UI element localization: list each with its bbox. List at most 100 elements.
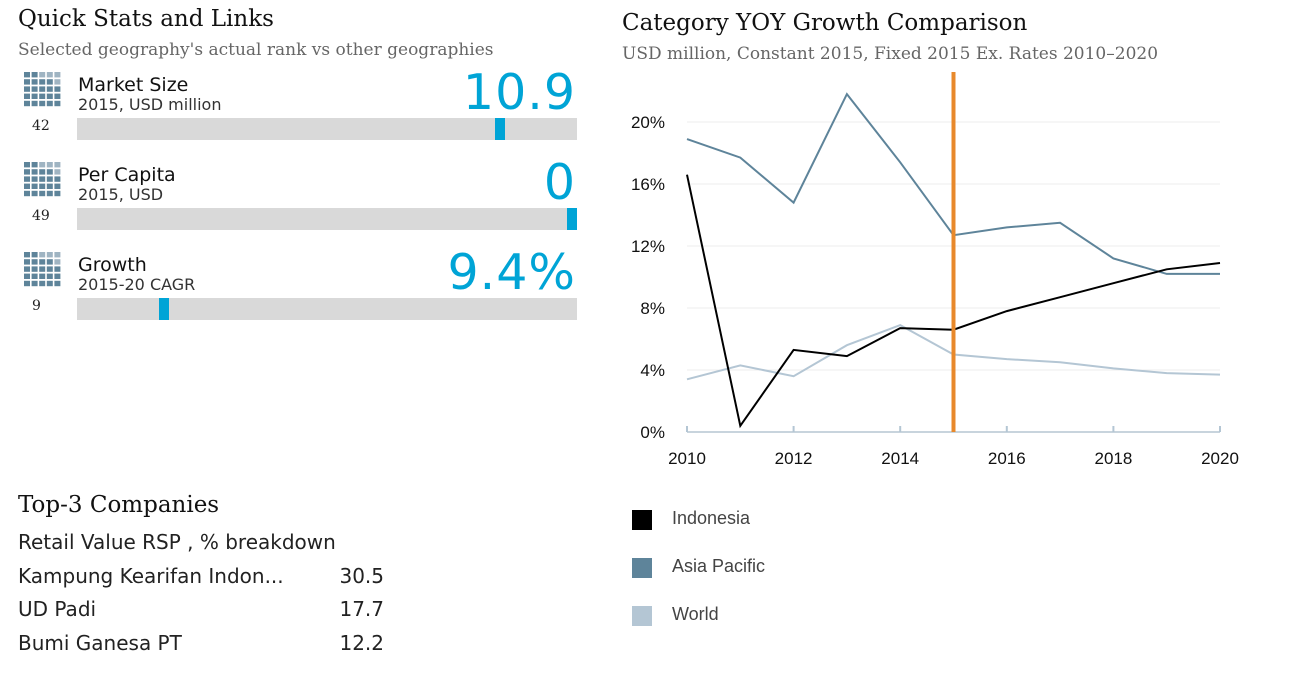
grid-icon-cell xyxy=(31,93,38,99)
legend-label: Indonesia xyxy=(672,508,751,528)
y-tick-label: 12% xyxy=(631,237,665,256)
y-tick-label: 4% xyxy=(640,361,665,380)
grid-icon-cell xyxy=(54,176,61,182)
grid-icon-cell xyxy=(39,280,46,287)
grid-icon-cell xyxy=(31,252,38,258)
growth-line-chart: 0% 4% 8% 12% 16% 20% 2010 2012 2014 2016 2018 2020 xyxy=(631,72,1239,468)
grid-icon xyxy=(24,252,61,287)
chart-subtitle: USD million, Constant 2015, Fixed 2015 E… xyxy=(622,44,1159,64)
grid-icon-cell xyxy=(31,280,38,287)
grid-icon-cell xyxy=(31,72,38,78)
quick-stats-subtitle: Selected geography's actual rank vs othe… xyxy=(18,40,494,60)
grid-icon-cell xyxy=(39,162,46,168)
grid-icon-cell xyxy=(39,100,46,107)
grid-icon-cell xyxy=(46,183,53,189)
stat-growth[interactable]: 9 Growth 2015-20 CAGR 9.4% xyxy=(0,244,600,342)
grid-icon-cell xyxy=(39,266,46,272)
grid-icon-cell xyxy=(54,72,61,78)
stat-per-capita[interactable]: 49 Per Capita 2015, USD 0 xyxy=(0,154,600,252)
grid-icon-cell xyxy=(39,183,46,189)
stat-sublabel: 2015, USD xyxy=(78,185,164,204)
legend-swatch xyxy=(632,558,652,578)
stat-label: Per Capita xyxy=(78,164,176,186)
legend-swatch xyxy=(632,606,652,626)
grid-icon-cell xyxy=(46,72,53,78)
grid-icon-cell xyxy=(24,176,30,182)
grid-icon-cell xyxy=(24,273,30,279)
x-tick-label: 2012 xyxy=(775,449,813,468)
grid-icon-cell xyxy=(31,100,38,107)
company-share: 30.5 xyxy=(339,564,384,588)
stat-market-size[interactable]: 42 Market Size 2015, USD million 10.9 xyxy=(0,64,600,162)
grid-icon-cell xyxy=(24,100,30,107)
grid-icon-cell xyxy=(24,183,30,189)
grid-icon-cell xyxy=(39,252,46,258)
stat-value: 9.4% xyxy=(447,244,576,301)
rank-marker xyxy=(567,208,577,230)
legend-label: Asia Pacific xyxy=(672,556,766,576)
axes: 0% 4% 8% 12% 16% 20% 2010 2012 2014 2016 2018 2020 xyxy=(631,113,1239,468)
stat-sublabel: 2015, USD million xyxy=(78,95,222,114)
company-row[interactable]: UD Padi 17.7 xyxy=(18,597,398,627)
x-tick-label: 2020 xyxy=(1201,449,1239,468)
grid-icon-cell xyxy=(24,190,30,197)
grid-icon-cell xyxy=(39,93,46,99)
grid-icon-cell xyxy=(46,176,53,182)
grid-icon-cell xyxy=(31,176,38,182)
rank-marker xyxy=(159,298,169,320)
grid-icon-cell xyxy=(46,169,53,175)
legend-swatch xyxy=(632,510,652,530)
y-tick-label: 16% xyxy=(631,175,665,194)
stat-rank: 49 xyxy=(32,208,50,224)
grid-icon-cell xyxy=(46,93,53,99)
grid-icon-cell xyxy=(31,259,38,265)
grid-icon-cell xyxy=(39,86,46,92)
grid-icon-cell xyxy=(24,162,30,168)
grid-icon-cell xyxy=(46,266,53,272)
grid-icon-cell xyxy=(46,79,53,85)
stat-label: Market Size xyxy=(78,74,189,96)
company-row[interactable]: Bumi Ganesa PT 12.2 xyxy=(18,631,398,661)
x-tick-label: 2016 xyxy=(988,449,1026,468)
company-name: Kampung Kearifan Indon... xyxy=(18,564,284,588)
grid-icon-cell xyxy=(54,259,61,265)
x-tick-label: 2014 xyxy=(881,449,919,468)
rank-marker xyxy=(495,118,505,140)
rank-bar xyxy=(77,118,577,140)
stat-sublabel: 2015-20 CAGR xyxy=(78,275,196,294)
y-tick-label: 0% xyxy=(640,423,665,442)
grid-icon-cell xyxy=(24,252,30,258)
grid-icon-cell xyxy=(54,162,61,168)
rank-bar xyxy=(77,298,577,320)
grid-icon-cell xyxy=(31,162,38,168)
top-companies-subtitle: Retail Value RSP , % breakdown xyxy=(18,530,336,554)
grid-icon-cell xyxy=(54,100,61,107)
company-row[interactable]: Kampung Kearifan Indon... 30.5 xyxy=(18,564,398,594)
grid-icon-cell xyxy=(31,190,38,197)
grid-icon-cell xyxy=(31,183,38,189)
grid-icon-cell xyxy=(31,273,38,279)
grid-icon-cell xyxy=(39,72,46,78)
grid-icon-cell xyxy=(39,176,46,182)
grid-icon-cell xyxy=(31,79,38,85)
grid-icon-cell xyxy=(54,252,61,258)
grid-icon-cell xyxy=(31,86,38,92)
chart-title: Category YOY Growth Comparison xyxy=(622,10,1028,36)
grid-icon-cell xyxy=(54,169,61,175)
grid-icon-cell xyxy=(54,190,61,197)
grid-icon-cell xyxy=(24,72,30,78)
grid-icon-cell xyxy=(39,273,46,279)
grid-icon xyxy=(24,72,61,107)
grid-icon-cell xyxy=(46,86,53,92)
grid-icon-cell xyxy=(54,183,61,189)
company-share: 12.2 xyxy=(339,631,384,655)
stat-value: 0 xyxy=(543,154,576,211)
rank-bar xyxy=(77,208,577,230)
grid-icon-cell xyxy=(39,169,46,175)
grid-icon-cell xyxy=(24,169,30,175)
stat-rank: 42 xyxy=(32,118,50,134)
grid-icon-cell xyxy=(46,162,53,168)
grid-icon-cell xyxy=(54,266,61,272)
grid-icon-cell xyxy=(46,190,53,197)
grid-icon-cell xyxy=(46,273,53,279)
